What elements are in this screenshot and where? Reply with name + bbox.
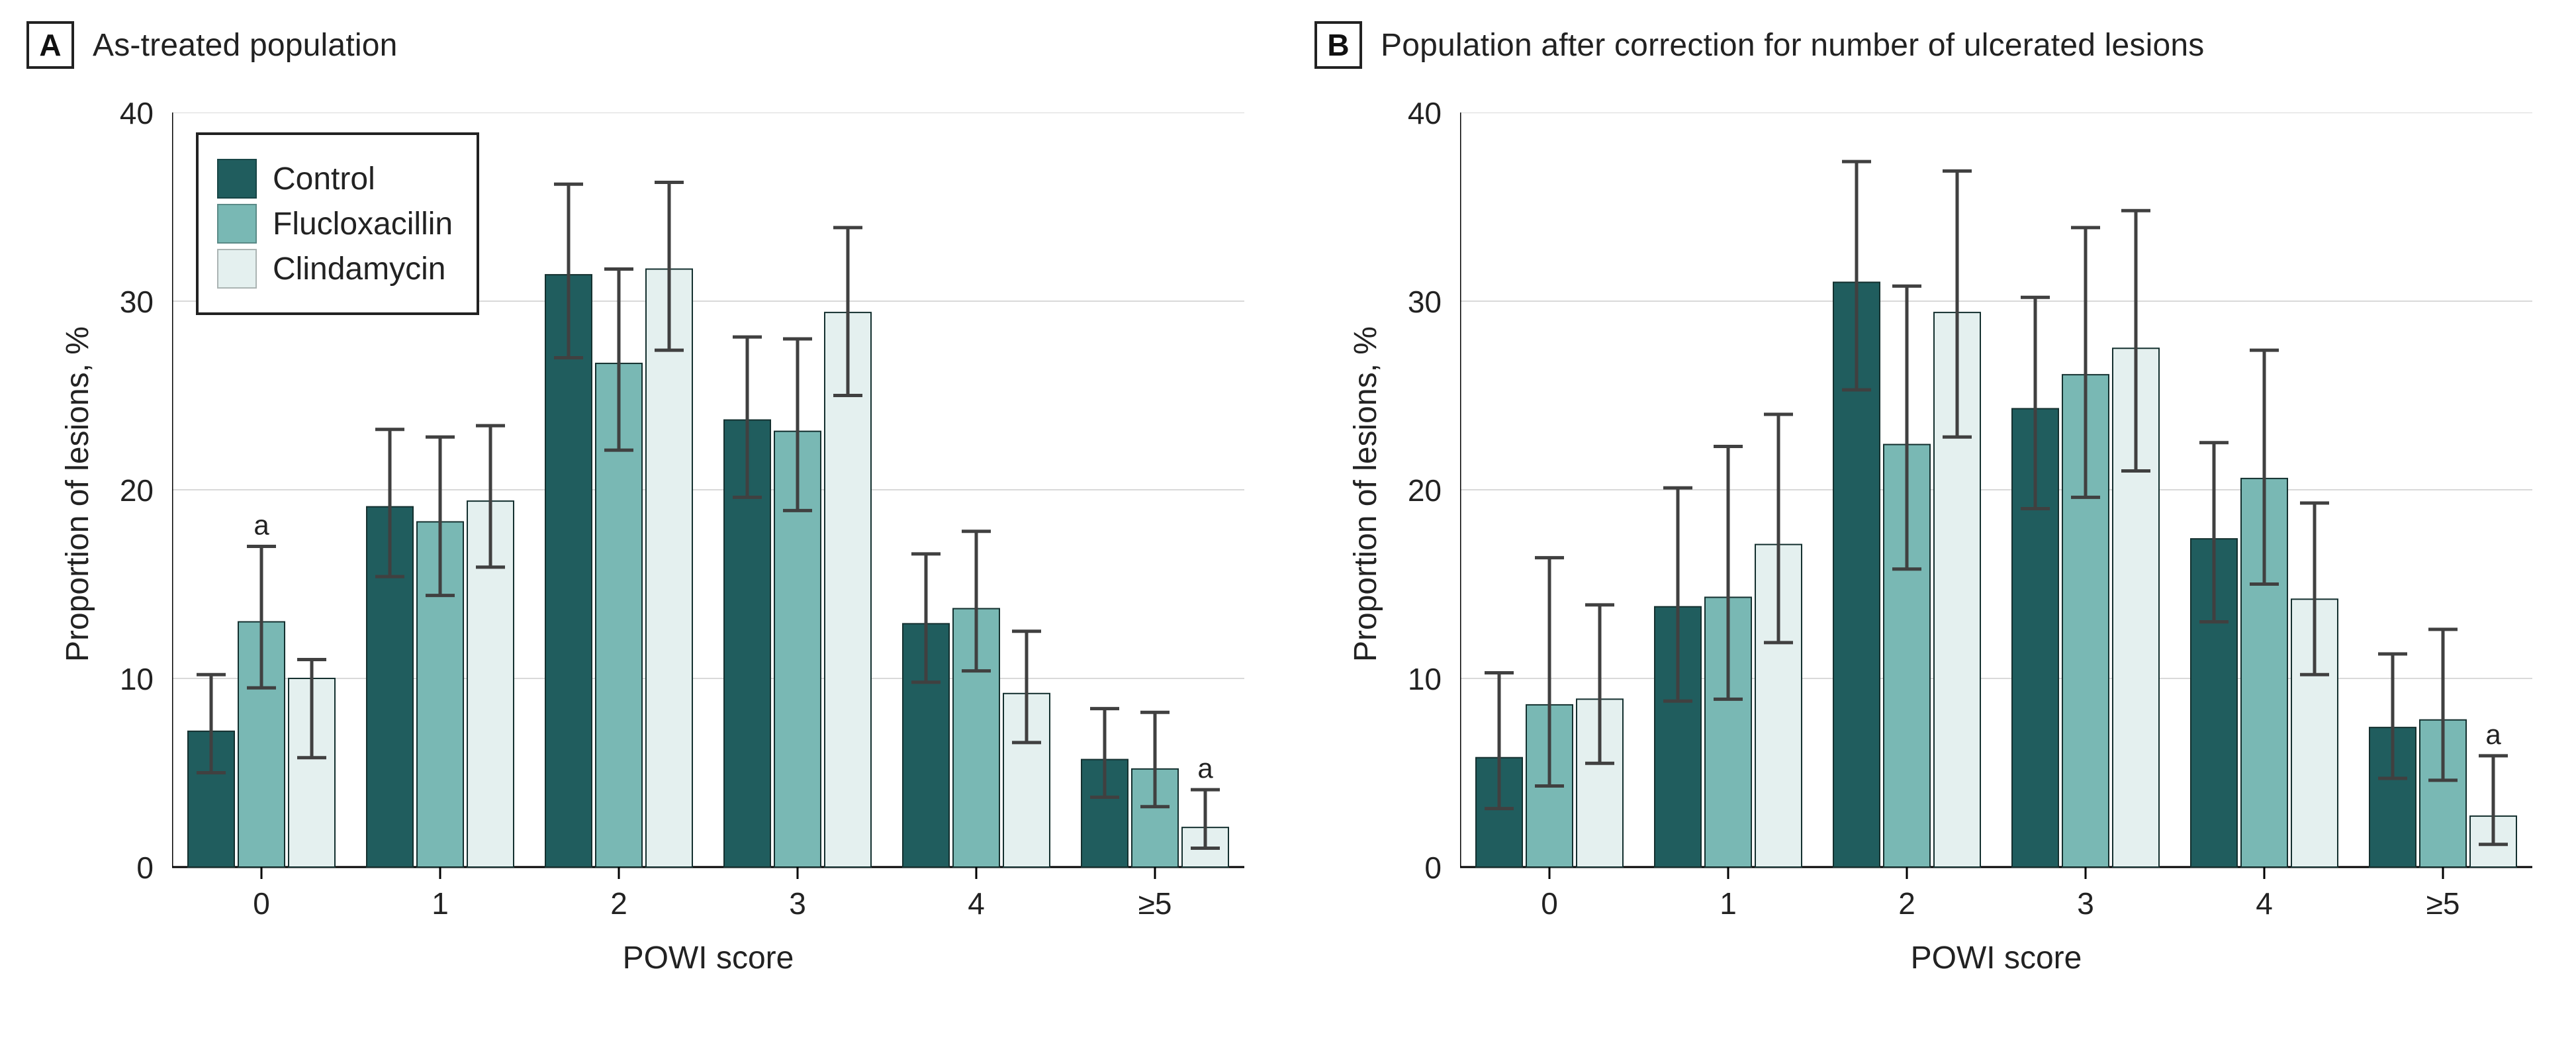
panel-A: A As-treated population a a 0 10 20 30 40 0 1 2 3 4 ≥5… [0,0,1288,1059]
x-tick-label: 0 [228,886,295,921]
x-tick-label: 2 [586,886,652,921]
y-tick-label: 20 [1408,473,1442,508]
annotation-marker: a [253,510,269,541]
y-axis-label: Proportion of lesions, % [1348,326,1384,662]
y-tick-label: 40 [1408,95,1442,131]
y-tick-label: 40 [120,95,154,131]
x-tick-label: 4 [943,886,1009,921]
chart-svg: a [1460,113,2559,894]
bar-control [545,275,592,867]
x-tick-label: 0 [1516,886,1583,921]
y-tick-label: 10 [120,661,154,697]
x-axis-label: POWI score [172,940,1244,976]
x-axis-label: POWI score [1460,940,2532,976]
y-tick-label: 0 [1424,850,1442,886]
x-tick-label: 1 [407,886,473,921]
annotation-marker: a [1197,753,1213,784]
y-tick-label: 10 [1408,661,1442,697]
x-tick-label: 3 [764,886,831,921]
legend-swatch [217,249,257,289]
legend-swatch [217,159,257,199]
legend-item: Control [217,159,453,199]
x-tick-label: 2 [1874,886,1940,921]
panel-letter: B [1314,21,1362,69]
legend-swatch [217,204,257,244]
legend-label: Control [273,161,375,197]
x-tick-label: 1 [1695,886,1761,921]
y-tick-label: 20 [120,473,154,508]
x-tick-label: ≥5 [1122,886,1188,921]
y-tick-label: 0 [136,850,154,886]
legend-label: Flucloxacillin [273,206,453,242]
annotation-marker: a [2485,719,2501,750]
legend: Control Flucloxacillin Clindamycin [196,132,479,315]
bar-clindamycin [646,269,692,867]
x-tick-label: 4 [2231,886,2297,921]
panel-title: Population after correction for number o… [1381,27,2204,64]
panel-title: As-treated population [93,27,398,64]
panel-B: B Population after correction for number … [1288,0,2576,1059]
legend-item: Flucloxacillin [217,204,453,244]
y-axis-label: Proportion of lesions, % [60,326,96,662]
panel-header: B Population after correction for number … [1314,21,2204,69]
y-tick-label: 30 [120,284,154,320]
legend-label: Clindamycin [273,251,445,287]
panel-letter: A [26,21,74,69]
panel-header: A As-treated population [26,21,398,69]
y-tick-label: 30 [1408,284,1442,320]
x-tick-label: 3 [2052,886,2119,921]
legend-item: Clindamycin [217,249,453,289]
x-tick-label: ≥5 [2410,886,2476,921]
